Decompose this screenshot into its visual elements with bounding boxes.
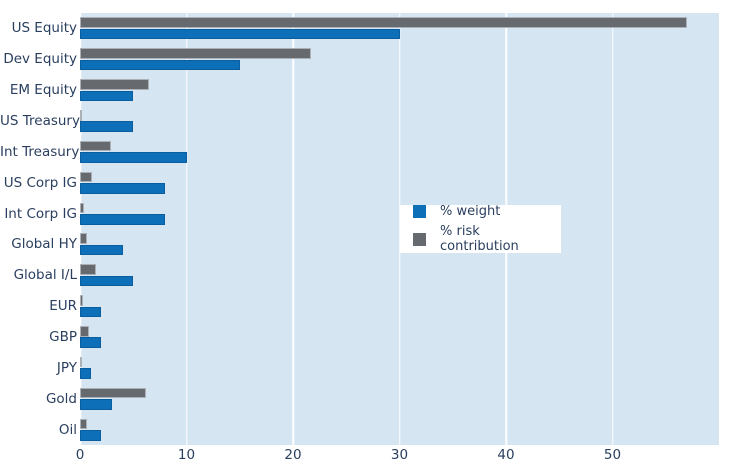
bar-risk-jpy[interactable] bbox=[80, 356, 82, 368]
gridline-x-30 bbox=[398, 13, 401, 445]
y-tick-label-eur: EUR bbox=[49, 298, 77, 315]
legend-label-risk: % risk contribution bbox=[440, 224, 519, 254]
bar-risk-gbp[interactable] bbox=[80, 325, 89, 337]
bar-weight-global-i-l[interactable] bbox=[80, 275, 134, 287]
bar-risk-us-equity[interactable] bbox=[80, 17, 688, 28]
x-tick-label-50: 50 bbox=[603, 447, 622, 463]
x-tick-label-40: 40 bbox=[497, 447, 515, 463]
gray-square-icon bbox=[413, 232, 426, 246]
x-tick-label-10: 10 bbox=[177, 447, 196, 463]
gridline-x-0 bbox=[79, 13, 81, 445]
plot-area bbox=[79, 13, 719, 445]
bar-weight-eur[interactable] bbox=[80, 306, 102, 318]
bar-weight-global-hy[interactable] bbox=[80, 244, 123, 256]
x-tick-label-30: 30 bbox=[390, 447, 409, 463]
bar-risk-int-treasury[interactable] bbox=[80, 140, 111, 152]
y-tick-label-oil: Oil bbox=[58, 421, 77, 438]
bar-risk-eur[interactable] bbox=[80, 295, 83, 306]
bar-weight-gold[interactable] bbox=[80, 399, 112, 410]
y-tick-label-int-treasury: Int Treasury bbox=[0, 143, 80, 160]
y-tick-label-us-corp-ig: US Corp IG bbox=[3, 174, 77, 191]
blue-square-icon bbox=[413, 205, 426, 218]
bar-risk-em-equity[interactable] bbox=[80, 79, 150, 90]
bar-weight-us-treasury[interactable] bbox=[80, 121, 134, 132]
bar-risk-int-corp-ig[interactable] bbox=[80, 202, 85, 214]
bar-risk-us-treasury[interactable] bbox=[80, 109, 82, 121]
bar-weight-us-equity[interactable] bbox=[80, 28, 400, 40]
x-tick-label-0: 0 bbox=[75, 447, 85, 463]
y-tick-label-jpy: JPY bbox=[56, 359, 77, 376]
legend-label-weight: % weight bbox=[440, 204, 501, 219]
y-tick-label-dev-equity: Dev Equity bbox=[3, 51, 77, 68]
bar-risk-us-corp-ig[interactable] bbox=[80, 171, 92, 183]
gridline-x-10 bbox=[185, 13, 188, 445]
y-tick-label-global-hy: Global HY bbox=[11, 236, 77, 253]
y-tick-label-int-corp-ig: Int Corp IG bbox=[4, 205, 77, 222]
y-tick-label-em-equity: EM Equity bbox=[9, 82, 77, 99]
bar-weight-int-corp-ig[interactable] bbox=[80, 213, 166, 225]
x-tick-label-20: 20 bbox=[284, 447, 302, 463]
bar-risk-global-i-l[interactable] bbox=[80, 264, 96, 275]
y-tick-label-us-treasury: US Treasury bbox=[0, 113, 80, 129]
y-tick-label-global-i-l: Global I/L bbox=[13, 267, 77, 284]
bar-weight-gbp[interactable] bbox=[80, 337, 102, 348]
gridline-x-20 bbox=[292, 13, 294, 445]
bar-weight-int-treasury[interactable] bbox=[80, 152, 187, 163]
y-tick-label-gold: Gold bbox=[45, 390, 77, 407]
bar-weight-us-corp-ig[interactable] bbox=[80, 183, 166, 194]
bar-risk-dev-equity[interactable] bbox=[80, 48, 312, 59]
y-tick-label-us-equity: US Equity bbox=[11, 20, 77, 37]
bar-risk-gold[interactable] bbox=[80, 387, 147, 399]
bar-risk-global-hy[interactable] bbox=[80, 233, 88, 244]
legend: % weight % risk contribution bbox=[400, 204, 561, 254]
legend-item-risk[interactable]: % risk contribution bbox=[413, 224, 561, 254]
bar-weight-dev-equity[interactable] bbox=[80, 59, 240, 71]
bar-risk-oil[interactable] bbox=[80, 418, 87, 430]
gridline-x-50 bbox=[611, 13, 614, 445]
bar-weight-oil[interactable] bbox=[80, 429, 102, 441]
bar-weight-em-equity[interactable] bbox=[80, 90, 134, 102]
y-tick-label-gbp: GBP bbox=[49, 329, 77, 345]
legend-item-weight[interactable]: % weight bbox=[413, 204, 561, 219]
bar-weight-jpy[interactable] bbox=[80, 368, 91, 379]
